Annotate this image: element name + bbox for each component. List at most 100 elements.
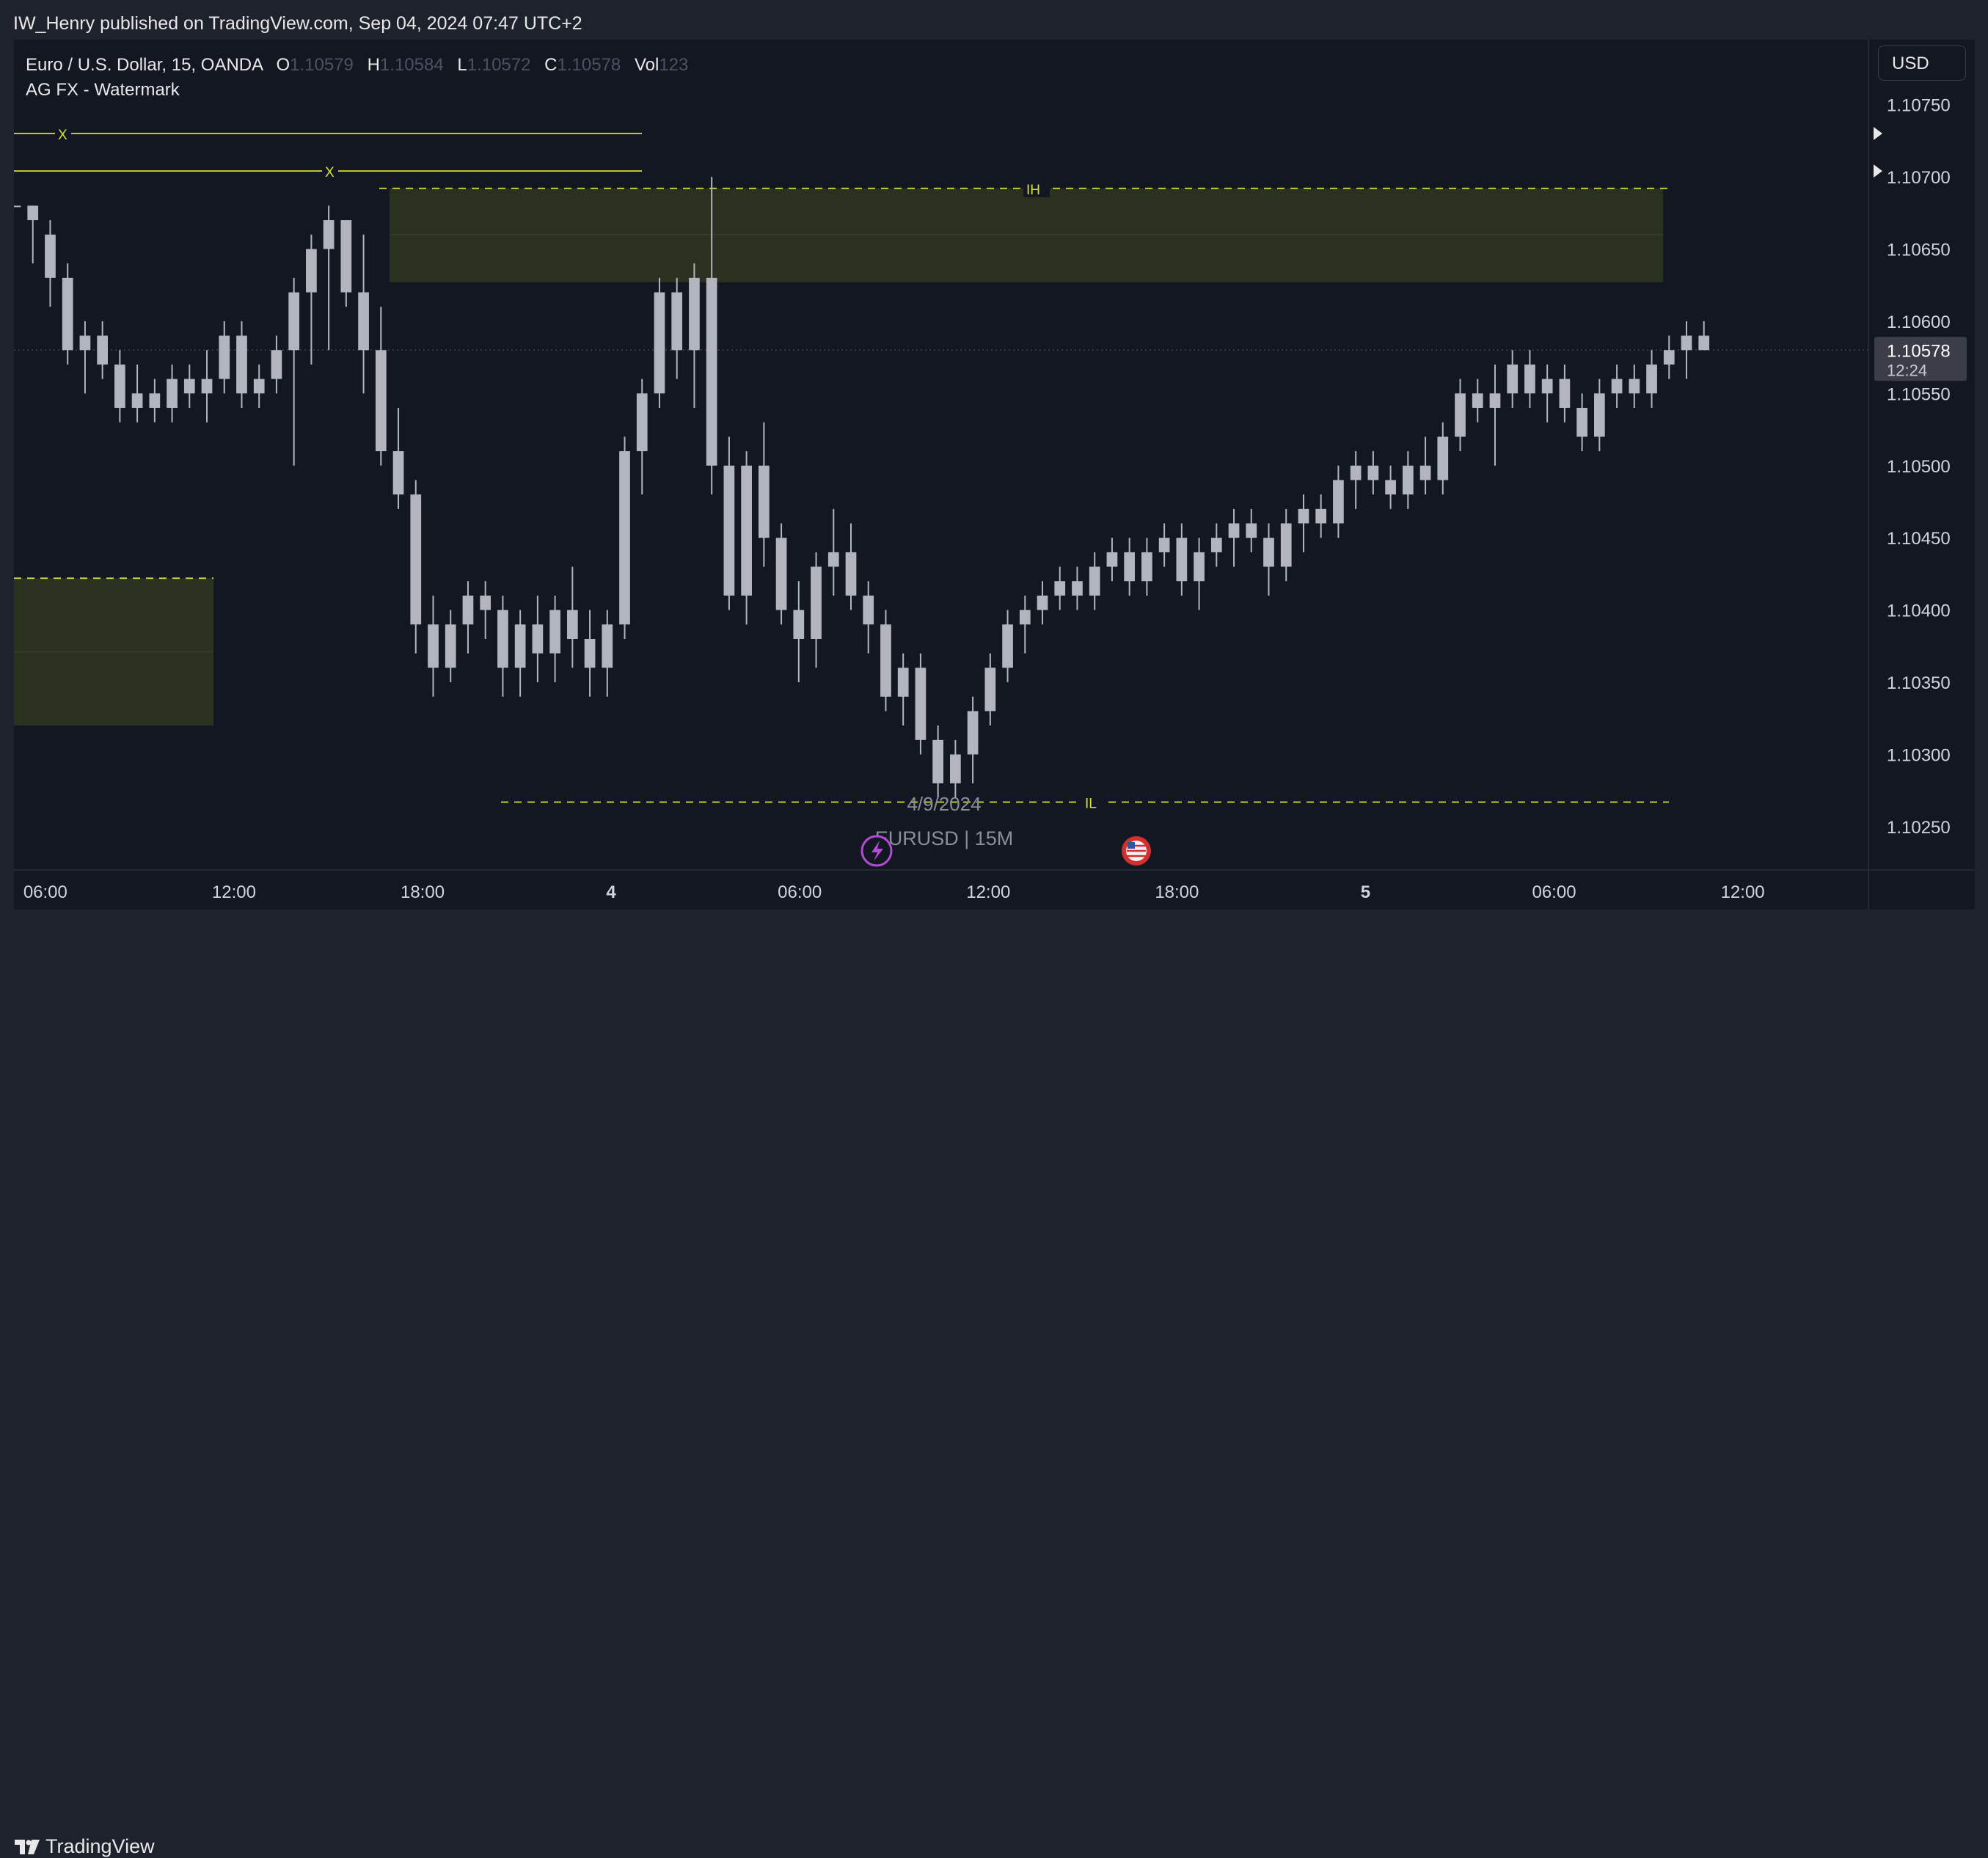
time-tick-label: 5 — [1361, 882, 1370, 902]
candle-body — [1629, 378, 1640, 394]
candle-body — [1350, 465, 1362, 480]
level-label: X — [325, 165, 335, 180]
legend-high-value: 1.10584 — [379, 55, 444, 75]
time-tick-label: 06:00 — [23, 882, 67, 902]
candle-body — [1315, 508, 1327, 524]
candle-body — [62, 277, 73, 351]
level-label-bg — [1082, 793, 1108, 811]
candle-body — [462, 595, 474, 625]
candle-body — [1437, 436, 1449, 480]
tradingview-brand[interactable]: TradingView — [15, 1835, 155, 1858]
legend-open-label: O — [276, 55, 290, 75]
legend-symbol[interactable]: Euro / U.S. Dollar, 15, OANDA — [26, 55, 263, 75]
candle-body — [671, 292, 683, 351]
tradingview-brand-label: TradingView — [45, 1835, 155, 1857]
candle-body — [1507, 364, 1519, 394]
legend-low-value: 1.10572 — [467, 55, 531, 75]
candle-body — [1089, 566, 1100, 596]
candle-body — [340, 220, 352, 293]
candle-body — [1280, 523, 1292, 567]
candle-body — [1158, 538, 1170, 552]
candle-body — [1002, 624, 1013, 668]
chart-legend: Euro / U.S. Dollar, 15, OANDA O1.10579 H… — [26, 53, 688, 103]
candle-body — [1385, 480, 1396, 495]
candle-body — [514, 624, 526, 668]
candle-body — [793, 610, 805, 640]
legend-volume-value: 123 — [659, 55, 689, 75]
legend-low-label: L — [457, 55, 467, 75]
currency-button[interactable]: USD — [1878, 45, 1966, 81]
candle-body — [1298, 508, 1309, 524]
candle-body — [1367, 465, 1379, 480]
candle-body — [1037, 595, 1048, 610]
time-tick-label: 12:00 — [1721, 882, 1765, 902]
legend-close-label: C — [544, 55, 558, 75]
candle-body — [723, 465, 735, 596]
candle-body — [149, 393, 161, 409]
publish-info: IW_Henry published on TradingView.com, S… — [13, 13, 582, 34]
candle-body — [1698, 335, 1710, 351]
candle-body — [253, 378, 265, 394]
zone-box — [390, 188, 1663, 282]
current-price-label: 1.10578 — [1887, 341, 1951, 361]
candle-body — [14, 205, 21, 208]
candle-body — [131, 393, 143, 409]
legend-close-value: 1.10578 — [557, 55, 621, 75]
legend-indicator[interactable]: AG FX - Watermark — [26, 80, 180, 100]
candle-body — [827, 552, 839, 567]
price-tick-label: 1.10650 — [1887, 240, 1951, 260]
candle-body — [758, 465, 770, 538]
candle-body — [619, 451, 630, 625]
candle-body — [1576, 408, 1587, 437]
legend-ohlc-row: Euro / U.S. Dollar, 15, OANDA O1.10579 H… — [26, 53, 688, 78]
candle-body — [584, 639, 596, 668]
candlestick-chart[interactable]: X X IH IL 4/9/2024 EURUSD | 15M 1.10250 1.10300… — [14, 40, 1975, 910]
candle-body — [236, 335, 247, 394]
candle-body — [1455, 393, 1466, 437]
price-tick-label: 1.10550 — [1887, 384, 1951, 404]
candle-body — [1176, 538, 1188, 582]
time-tick-label: 4 — [606, 882, 616, 902]
candle-body — [1210, 538, 1222, 552]
candle-body — [1472, 393, 1483, 409]
candle-body — [375, 350, 387, 452]
candle-body — [1611, 378, 1623, 394]
candle-body — [97, 335, 109, 365]
candle-body — [1593, 393, 1605, 437]
candle-body — [79, 335, 91, 351]
candle-body — [45, 234, 56, 278]
candle-body — [1072, 581, 1083, 596]
time-tick-label: 18:00 — [401, 882, 445, 902]
time-tick-label: 12:00 — [966, 882, 1010, 902]
price-tick-label: 1.10600 — [1887, 312, 1951, 332]
candle-body — [984, 668, 996, 712]
candle-body — [497, 610, 508, 668]
current-price-tag — [1874, 337, 1967, 381]
candle-body — [689, 277, 700, 351]
candle-body — [1228, 523, 1240, 538]
candle-body — [445, 624, 456, 668]
level-label-bg — [322, 162, 338, 180]
candle-body — [706, 277, 717, 466]
watermark-title: EURUSD | 15M — [875, 827, 1014, 849]
candle-body — [1141, 552, 1152, 582]
price-tick-label: 1.10400 — [1887, 601, 1951, 621]
legend-open-value: 1.10579 — [290, 55, 354, 75]
candle-body — [392, 451, 404, 495]
legend-volume-label: Vol — [634, 55, 659, 75]
watermark-date: 4/9/2024 — [907, 793, 981, 815]
candle-body — [1263, 538, 1274, 567]
level-label-bg — [1023, 179, 1050, 197]
level-label-bg — [55, 124, 71, 142]
tradingview-logo-icon — [15, 1839, 40, 1854]
candle-body — [915, 668, 927, 740]
candle-body — [271, 350, 282, 379]
candle-body — [636, 393, 648, 452]
price-tick-label: 1.10500 — [1887, 457, 1951, 477]
candle-body — [1402, 465, 1414, 495]
chart-area[interactable]: X X IH IL 4/9/2024 EURUSD | 15M 1.10250 1.10300… — [14, 40, 1975, 910]
price-tick-label: 1.10700 — [1887, 168, 1951, 188]
candle-body — [1524, 364, 1535, 394]
candle-body — [480, 595, 491, 610]
candle-body — [897, 668, 909, 697]
